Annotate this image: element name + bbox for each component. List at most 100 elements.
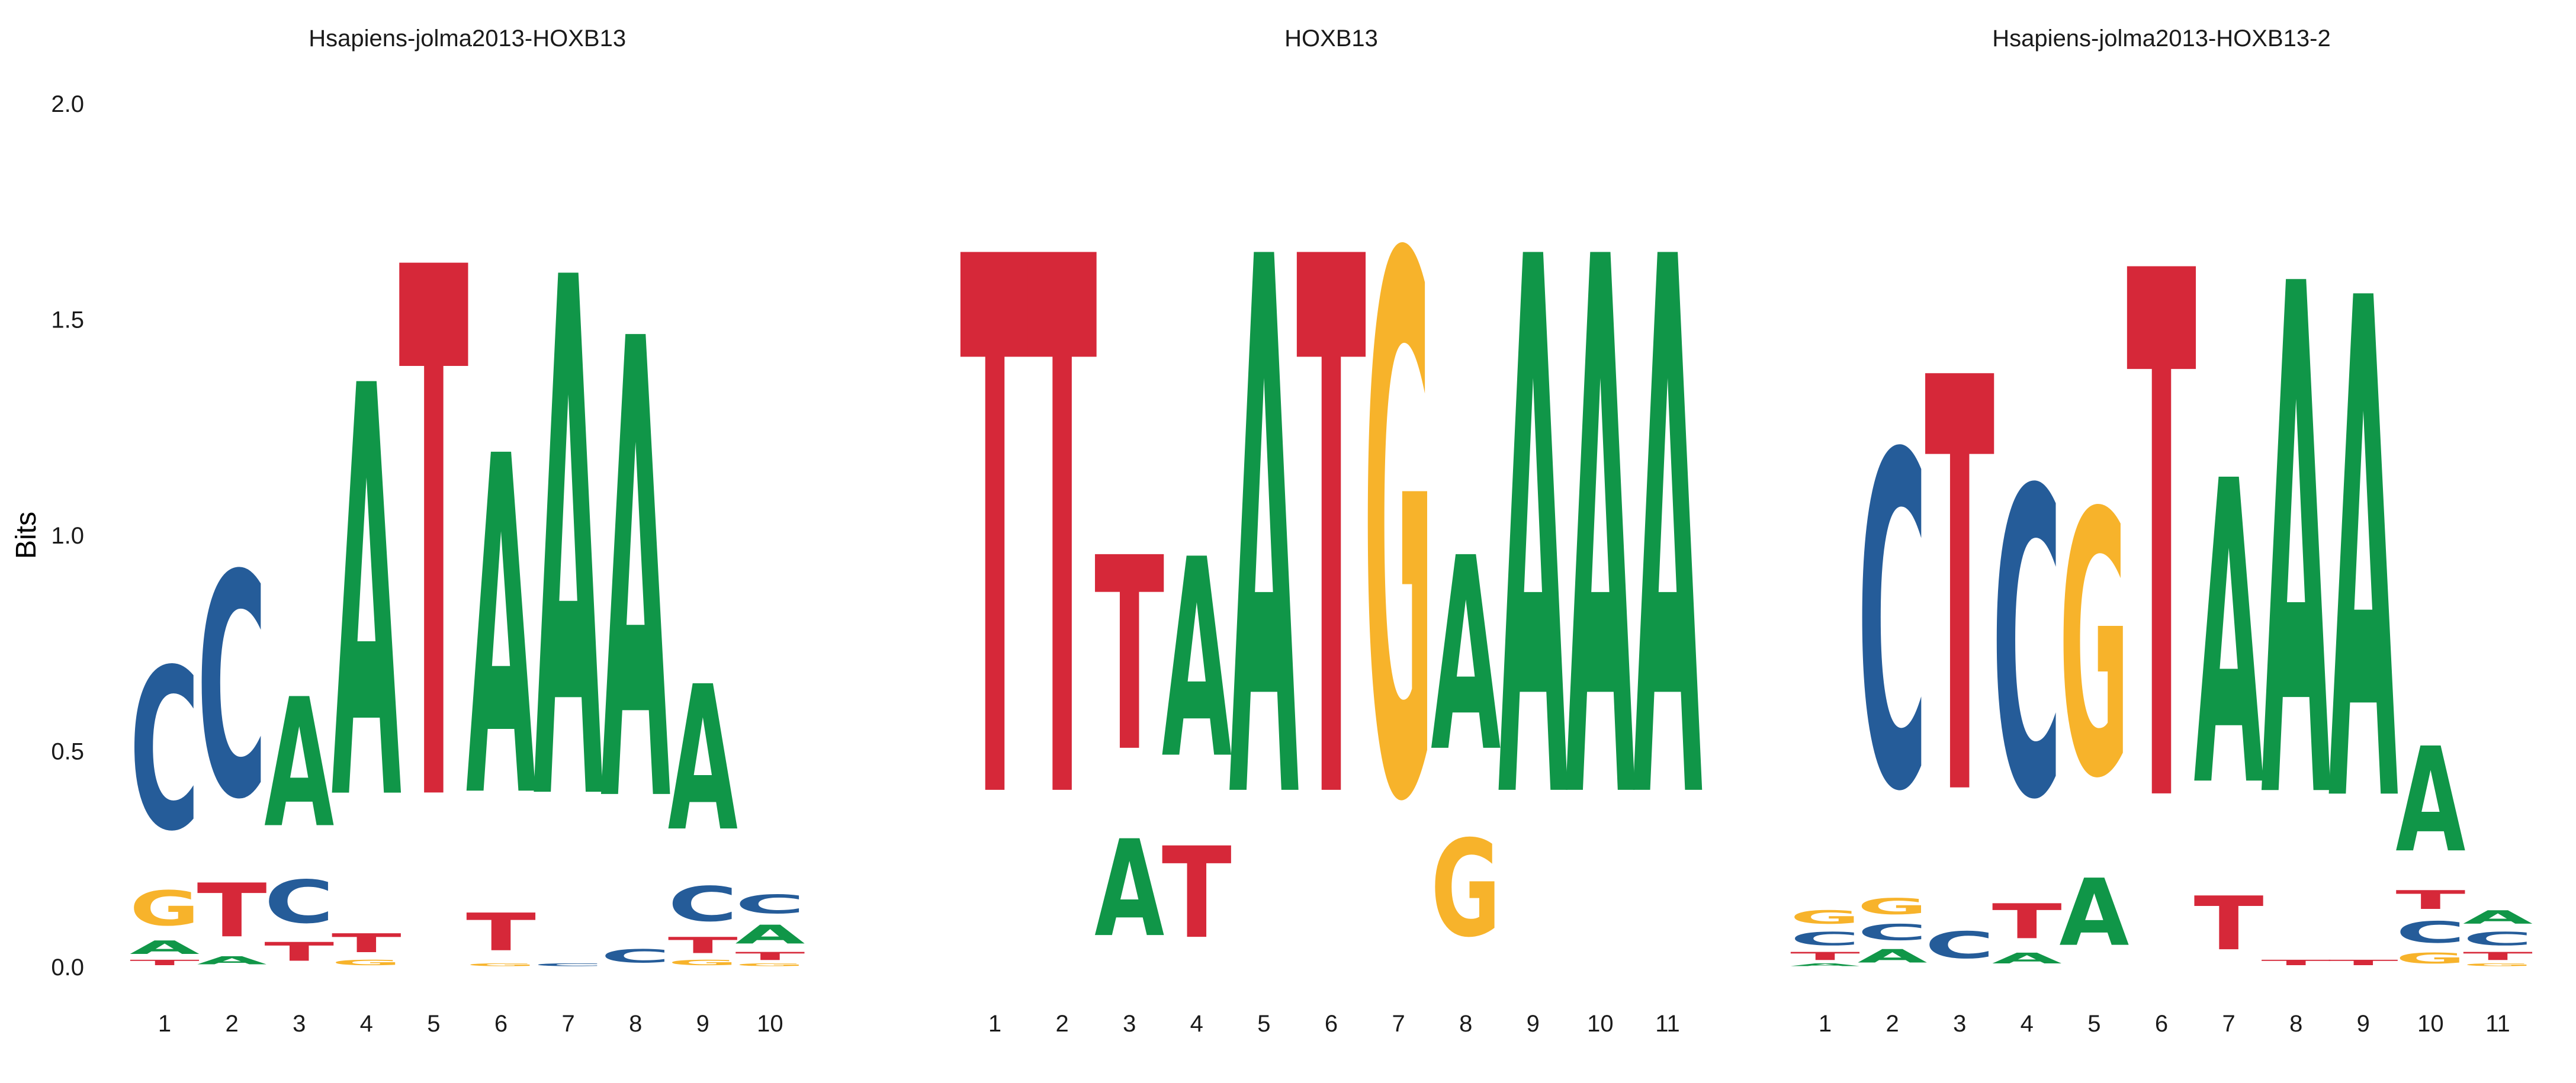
logo-letter-T: T bbox=[735, 950, 805, 963]
logo-letter-C: C bbox=[197, 511, 267, 867]
y-tick-label: 0.0 bbox=[51, 955, 84, 981]
logo-letter-A: A bbox=[1498, 106, 1569, 965]
x-tick-label: 5 bbox=[1257, 1011, 1270, 1037]
logo-letter-A: A bbox=[2261, 140, 2331, 956]
logo-letter-T: T bbox=[2328, 958, 2398, 967]
x-tick-label: 6 bbox=[494, 1011, 508, 1037]
x-tick-label: 10 bbox=[757, 1011, 783, 1037]
logo-letter-T: T bbox=[1094, 502, 1165, 811]
logo-letter-A: A bbox=[1094, 812, 1164, 967]
x-tick-label: 11 bbox=[1655, 1011, 1680, 1037]
logo-letter-A: A bbox=[1162, 501, 1232, 819]
logo-letter-A: A bbox=[1992, 950, 2062, 967]
logo-letter-A: A bbox=[2059, 860, 2129, 967]
logo-letter-A: A bbox=[1858, 946, 1928, 967]
logo-letter-C: C bbox=[735, 889, 805, 920]
x-tick-label: 8 bbox=[1459, 1011, 1472, 1037]
logo-letter-A: A bbox=[534, 131, 604, 960]
logo-letter-T: T bbox=[264, 937, 334, 967]
x-tick-label: 1 bbox=[988, 1011, 1001, 1037]
x-tick-label: 3 bbox=[293, 1011, 306, 1037]
logo-letter-C: C bbox=[264, 868, 334, 937]
logo-letter-C: C bbox=[130, 622, 200, 880]
y-tick-label: 1.5 bbox=[51, 307, 84, 333]
x-tick-label: 8 bbox=[2289, 1011, 2302, 1037]
x-tick-label: 9 bbox=[1527, 1011, 1540, 1037]
logo-letter-G: G bbox=[2395, 950, 2465, 967]
logo-letter-C: C bbox=[1992, 403, 2062, 892]
x-tick-label: 6 bbox=[2155, 1011, 2168, 1037]
x-tick-label: 10 bbox=[2417, 1011, 2444, 1037]
logo-letter-A: A bbox=[668, 644, 738, 876]
logo-panels: Hsapiens-jolma2013-HOXB131TAGC2ATC3TCA4G… bbox=[130, 25, 2533, 1037]
logo-letter-G: G bbox=[1431, 812, 1501, 967]
logo-letter-A: A bbox=[1790, 963, 1860, 967]
logo-panel: Hsapiens-jolma2013-HOXB131TAGC2ATC3TCA4G… bbox=[130, 25, 805, 1037]
logo-letter-A: A bbox=[1565, 106, 1636, 965]
logo-letter-T: T bbox=[1296, 105, 1367, 964]
logo-letter-G: G bbox=[466, 963, 536, 967]
logo-letter-C: C bbox=[668, 877, 738, 933]
y-axis-label: Bits bbox=[11, 512, 42, 559]
logo-letter-A: A bbox=[2194, 394, 2265, 880]
logo-letter-T: T bbox=[2261, 958, 2331, 967]
logo-letter-G: G bbox=[1364, 106, 1434, 965]
x-tick-label: 2 bbox=[1055, 1011, 1068, 1037]
logo-panel: Hsapiens-jolma2013-HOXB13-21ATCG2ACGC3CT… bbox=[1790, 25, 2533, 1037]
x-tick-label: 10 bbox=[1587, 1011, 1614, 1037]
x-tick-label: 11 bbox=[2485, 1011, 2510, 1037]
panel-title: Hsapiens-jolma2013-HOXB13 bbox=[309, 25, 626, 52]
logo-letter-G: G bbox=[735, 963, 805, 967]
x-tick-label: 3 bbox=[1123, 1011, 1136, 1037]
logo-letter-T: T bbox=[2194, 880, 2264, 966]
logo-letter-C: C bbox=[2395, 915, 2465, 950]
logo-letter-C: C bbox=[2463, 928, 2533, 950]
x-tick-label: 5 bbox=[2087, 1011, 2100, 1037]
logo-letter-C: C bbox=[1790, 928, 1860, 950]
logo-letter-A: A bbox=[2328, 157, 2399, 956]
x-tick-label: 4 bbox=[1190, 1011, 1203, 1037]
x-tick-label: 1 bbox=[158, 1011, 171, 1037]
logo-letter-T: T bbox=[332, 928, 402, 958]
x-tick-label: 1 bbox=[1819, 1011, 1832, 1037]
logo-letter-C: C bbox=[1858, 359, 1928, 892]
logo-letter-A: A bbox=[2463, 907, 2533, 928]
x-tick-label: 4 bbox=[2021, 1011, 2034, 1037]
logo-letter-T: T bbox=[2127, 122, 2197, 965]
x-tick-label: 7 bbox=[561, 1011, 574, 1037]
logo-letter-T: T bbox=[668, 933, 738, 959]
logo-letter-T: T bbox=[130, 958, 200, 967]
logo-letter-G: G bbox=[1790, 907, 1860, 928]
logo-letter-A: A bbox=[264, 661, 334, 867]
panel-title: HOXB13 bbox=[1284, 25, 1378, 52]
logo-letter-T: T bbox=[2395, 885, 2465, 915]
x-tick-label: 9 bbox=[2357, 1011, 2370, 1037]
x-tick-label: 7 bbox=[2222, 1011, 2235, 1037]
logo-letter-G: G bbox=[332, 959, 402, 968]
logo-letter-A: A bbox=[332, 268, 402, 925]
logo-letter-A: A bbox=[2395, 717, 2465, 885]
x-tick-label: 7 bbox=[1392, 1011, 1405, 1037]
x-tick-label: 9 bbox=[696, 1011, 709, 1037]
logo-letter-C: C bbox=[600, 946, 670, 967]
logo-letter-T: T bbox=[466, 903, 536, 963]
logo-letter-T: T bbox=[1790, 950, 1860, 963]
logo-letter-T: T bbox=[1162, 821, 1232, 966]
logo-letter-T: T bbox=[1992, 894, 2062, 949]
logo-letter-A: A bbox=[1633, 106, 1703, 965]
logo-letter-T: T bbox=[1027, 105, 1098, 964]
logo-letter-T: T bbox=[960, 105, 1030, 964]
logo-letter-C: C bbox=[1858, 920, 1928, 946]
logo-letter-A: A bbox=[735, 920, 805, 950]
logo-letter-A: A bbox=[130, 937, 200, 958]
logo-letter-T: T bbox=[197, 867, 267, 953]
logo-letter-G: G bbox=[1858, 894, 1928, 919]
y-tick-label: 1.0 bbox=[51, 523, 84, 549]
logo-letter-G: G bbox=[668, 959, 738, 968]
y-tick-label: 0.5 bbox=[51, 739, 84, 765]
x-tick-label: 5 bbox=[427, 1011, 440, 1037]
logo-letter-G: G bbox=[130, 881, 200, 937]
logo-letter-A: A bbox=[197, 954, 267, 967]
logo-letter-A: A bbox=[1431, 502, 1501, 811]
